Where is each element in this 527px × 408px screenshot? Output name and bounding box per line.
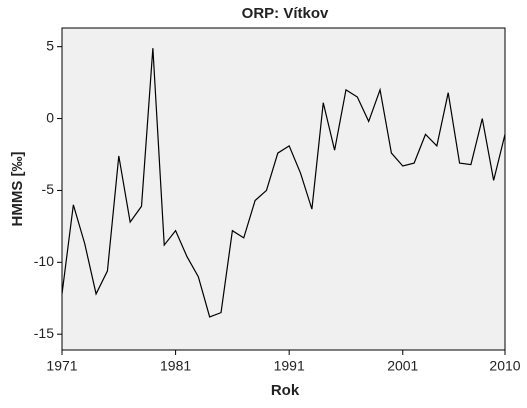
y-tick-label: 5 — [46, 37, 54, 53]
y-tick-label: -5 — [42, 181, 55, 197]
y-tick-label: -10 — [34, 253, 54, 269]
line — [61, 48, 506, 318]
y-tick-label: 0 — [46, 109, 54, 125]
y-axis-label: HMMS [‰] — [9, 152, 26, 227]
x-tick-label: 1971 — [46, 358, 77, 374]
x-tick-label: 1981 — [160, 358, 191, 374]
x-tick-label: 2010 — [489, 358, 520, 374]
chart-title: ORP: Vítkov — [242, 5, 329, 22]
x-tick-label: 1991 — [274, 358, 305, 374]
x-tick-label: 2001 — [387, 358, 418, 374]
plot-area — [61, 27, 506, 351]
y-tick-label: -15 — [34, 325, 54, 341]
x-axis-label: Rok — [271, 382, 300, 399]
